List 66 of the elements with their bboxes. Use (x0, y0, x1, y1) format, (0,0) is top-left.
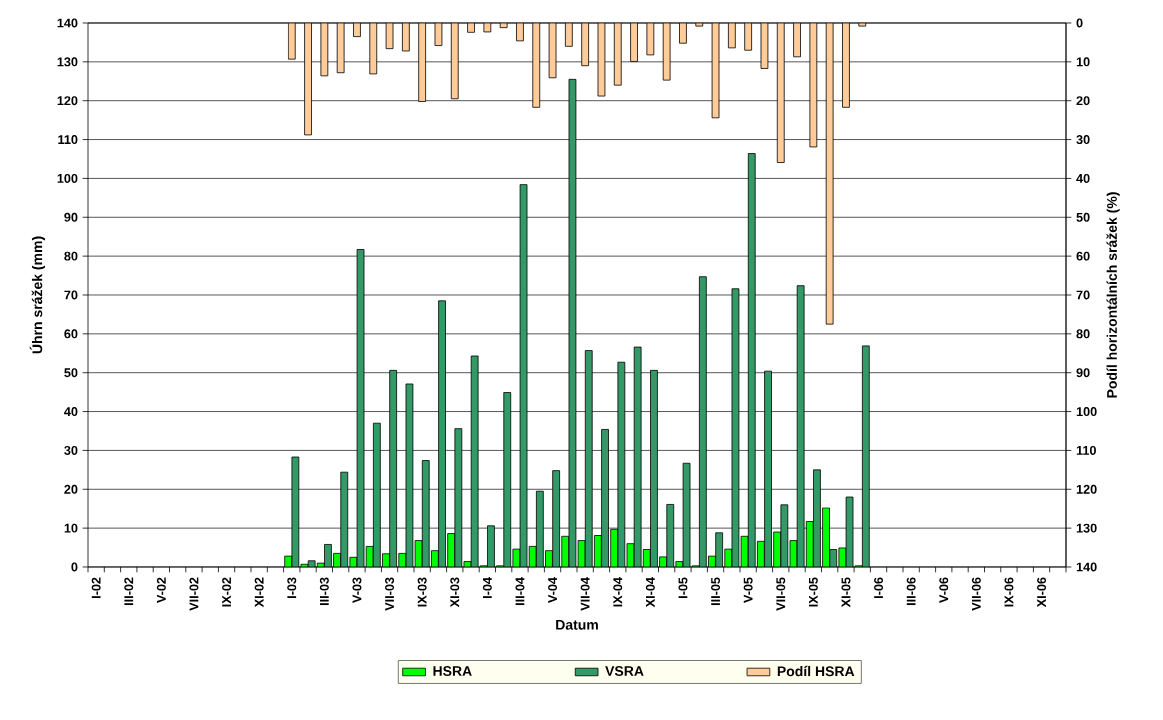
y2-tick-label: 140 (1076, 562, 1097, 572)
y-tick-label: 50 (64, 368, 78, 378)
x-tick-label: III-03 (319, 577, 329, 606)
y2-tick-label: 120 (1076, 484, 1097, 494)
y-tick-label: 100 (57, 173, 78, 183)
y2-tick-label: 0 (1076, 18, 1083, 28)
x-tick-label: VII-02 (189, 577, 199, 611)
y2-tick-label: 100 (1076, 407, 1097, 417)
y-tick-label: 120 (57, 96, 78, 106)
x-tick-label: V-05 (743, 577, 753, 603)
y2-tick-label: 40 (1076, 173, 1090, 183)
x-tick-label: IX-05 (808, 577, 818, 607)
x-tick-label: VII-04 (580, 577, 590, 611)
x-axis-title: Datum (556, 619, 598, 630)
legend-label: Podíl HSRA (777, 665, 855, 677)
legend-label: VSRA (605, 666, 644, 677)
x-tick-label: IX-03 (417, 577, 427, 607)
y2-tick-label: 60 (1076, 251, 1090, 261)
y2-axis-title: Podíl horizontálních srážek (%) (1106, 192, 1120, 398)
y-tick-label: 90 (64, 212, 78, 222)
y-tick-label: 70 (64, 290, 78, 300)
y2-tick-label: 30 (1076, 135, 1090, 145)
x-tick-label: III-04 (515, 577, 525, 606)
y-tick-label: 0 (71, 562, 78, 572)
y-tick-label: 40 (64, 407, 78, 417)
x-tick-label: I-05 (678, 577, 688, 598)
y-tick-label: 60 (64, 329, 78, 339)
x-tick-label: XI-02 (254, 577, 264, 608)
x-tick-label: IX-02 (222, 577, 232, 607)
y-tick-label: 140 (57, 18, 78, 28)
x-tick-label: V-03 (352, 577, 362, 603)
y-tick-label: 20 (64, 484, 78, 494)
y-tick-label: 30 (64, 445, 78, 455)
x-tick-label: I-02 (91, 577, 101, 598)
y2-tick-label: 110 (1076, 445, 1096, 455)
x-tick-label: III-05 (711, 577, 721, 606)
y2-tick-label: 50 (1076, 212, 1090, 222)
x-tick-label: V-06 (939, 577, 949, 603)
y2-tick-label: 10 (1076, 57, 1090, 67)
x-tick-label: I-03 (287, 577, 297, 598)
x-tick-label: VII-06 (971, 577, 981, 611)
y2-tick-label: 20 (1076, 96, 1090, 106)
x-tick-label: XI-05 (841, 577, 851, 608)
y2-tick-label: 70 (1076, 290, 1090, 300)
x-tick-label: I-04 (482, 577, 492, 598)
x-tick-label: V-04 (548, 577, 558, 603)
x-tick-label: III-02 (124, 577, 134, 606)
x-tick-label: V-02 (156, 577, 166, 603)
x-tick-label: XI-06 (1037, 577, 1047, 608)
y2-tick-label: 90 (1076, 368, 1090, 378)
y2-tick-label: 130 (1076, 523, 1097, 533)
x-tick-label: IX-06 (1004, 577, 1014, 607)
legend-label: HSRA (433, 666, 472, 677)
y-axis-title: Úhrn srážek (mm) (29, 236, 46, 354)
y-tick-label: 130 (57, 57, 78, 67)
x-tick-label: VII-03 (385, 577, 395, 611)
x-tick-label: IX-04 (613, 577, 623, 607)
x-tick-label: XI-03 (450, 577, 460, 608)
x-tick-label: XI-04 (645, 577, 655, 608)
x-tick-label: III-06 (906, 577, 916, 606)
y-tick-label: 80 (64, 251, 78, 261)
y2-tick-label: 80 (1076, 329, 1090, 339)
x-tick-label: I-06 (874, 577, 884, 598)
y-tick-label: 110 (58, 135, 78, 145)
x-tick-label: VII-05 (776, 577, 786, 611)
y-tick-label: 10 (64, 523, 78, 533)
